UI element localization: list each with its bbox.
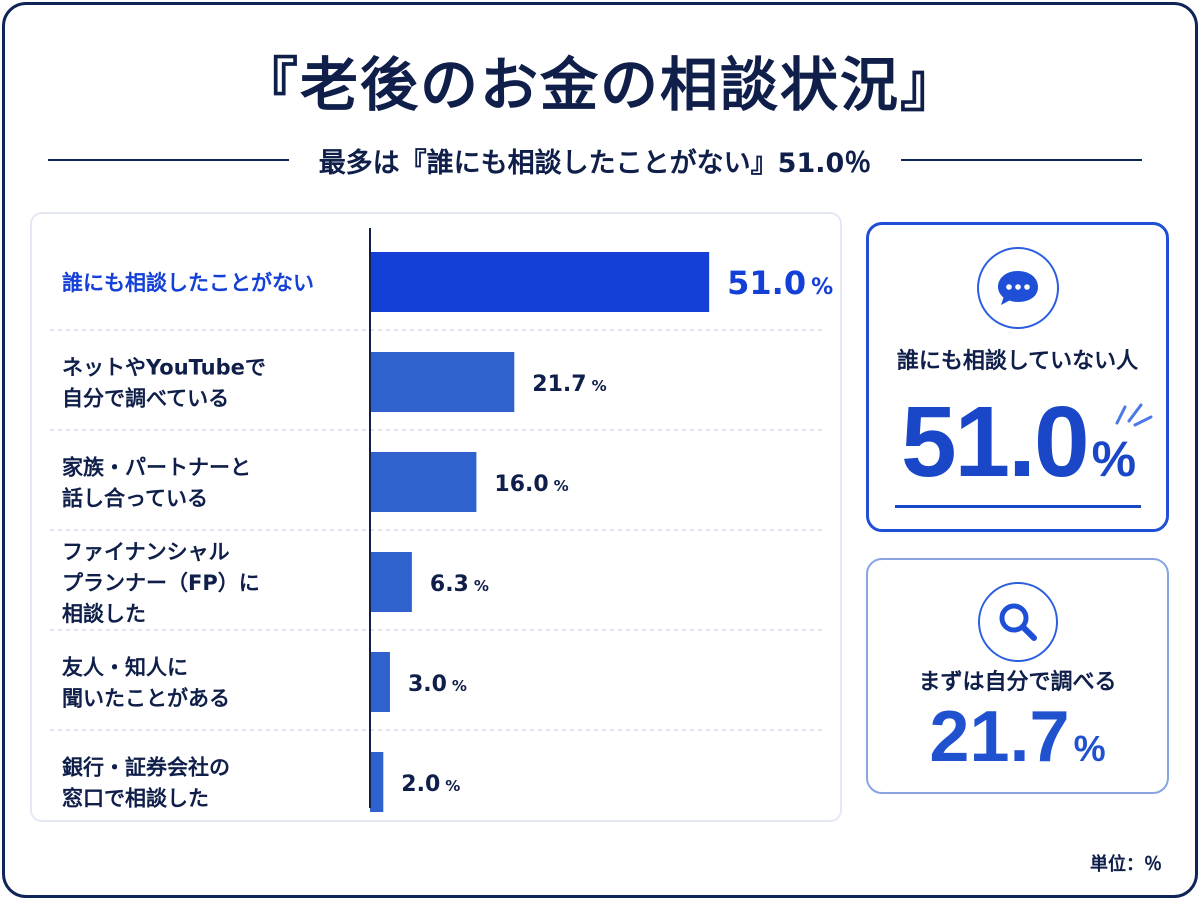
card-label: まずは自分で調べる [918,670,1117,695]
category-label-line: 相談した [62,602,146,626]
category-label-line: ネットやYouTubeで [62,356,266,380]
category-label: ネットやYouTubeで自分で調べている [62,356,266,411]
bar-chart: 51.0 % 誰にも相談したことがない 21.7 % ネットやYouTubeで自分で調べて… [50,228,833,812]
unit-note: 単位：％ [1090,854,1162,875]
category-label: 友人・知人に聞いたことがある [62,656,230,711]
value-suffix: % [811,275,833,300]
bar-chart-panel: 51.0% 誰にも相談したことがない 21.7% ネットやYouTubeで自分で調べて… [30,212,842,822]
value-suffix: % [452,677,467,695]
bar [370,452,477,512]
speech-bubble-icon [976,247,1059,329]
bar [370,652,390,712]
card-value-number: 51.0 [900,386,1090,498]
card-value-suffix: % [1091,431,1136,487]
value-number: 51.0 [727,264,806,302]
highlight-card-self-research: まずは自分で調べる 21.7% [866,558,1169,794]
bar [370,352,515,412]
category-label: ファイナンシャルプランナー（FP）に相談した [62,540,260,626]
card-value: 51.0% [869,385,1166,500]
value-suffix: % [445,777,460,795]
value-suffix: % [474,577,489,595]
category-label-line: 友人・知人に [62,656,188,680]
card-label: 誰にも相談していない人 [896,349,1139,374]
card-value-suffix: % [1073,728,1106,769]
value-label: 51.0% [727,264,833,302]
category-label-line: 家族・パートナーと [62,456,251,480]
value-label: 16.0% [494,472,568,497]
subtitle-rule-right [901,159,1142,161]
bar [370,252,710,312]
subtitle-row: 最多は『誰にも相談したことがない』51.0％ [48,140,1142,180]
card-value: 21.7% [868,696,1167,778]
category-label-line: 誰にも相談したことがない [62,271,314,295]
value-suffix: % [554,477,569,495]
category-label-line: ファイナンシャル [62,540,230,564]
category-label: 家族・パートナーと話し合っている [62,456,251,511]
category-label: 誰にも相談したことがない [62,271,314,295]
category-label-line: 話し合っている [62,487,208,511]
card-underline [895,505,1141,508]
value-number: 21.7 [532,372,586,397]
value-number: 16.0 [494,472,548,497]
subtitle-rule-left [48,159,289,161]
value-number: 2.0 [401,772,440,797]
page-title: 『老後のお金の相談状況』 [239,51,960,119]
value-number: 3.0 [408,672,447,697]
category-label-line: 自分で調べている [62,387,229,411]
value-suffix: % [592,377,607,395]
value-number: 6.3 [430,572,469,597]
category-label: 銀行・証券会社の窓口で相談した [62,756,230,811]
value-label: 2.0% [401,772,460,797]
category-label-line: 窓口で相談した [62,787,209,811]
bar [370,752,384,812]
card-value-number: 21.7 [929,697,1070,777]
magnifier-icon [977,582,1058,662]
category-label-line: 銀行・証券会社の [62,756,230,780]
highlight-card-no-consultation: 誰にも相談していない人 51.0% [866,222,1169,532]
value-label: 3.0% [408,672,467,697]
emphasis-sparks [1115,403,1153,427]
category-label-line: 聞いたことがある [62,687,230,711]
bar [370,552,412,612]
page-subtitle: 最多は『誰にも相談したことがない』51.0％ [318,147,872,179]
value-label: 21.7% [532,372,606,397]
value-label: 6.3% [430,572,489,597]
category-label-line: プランナー（FP）に [62,571,260,595]
